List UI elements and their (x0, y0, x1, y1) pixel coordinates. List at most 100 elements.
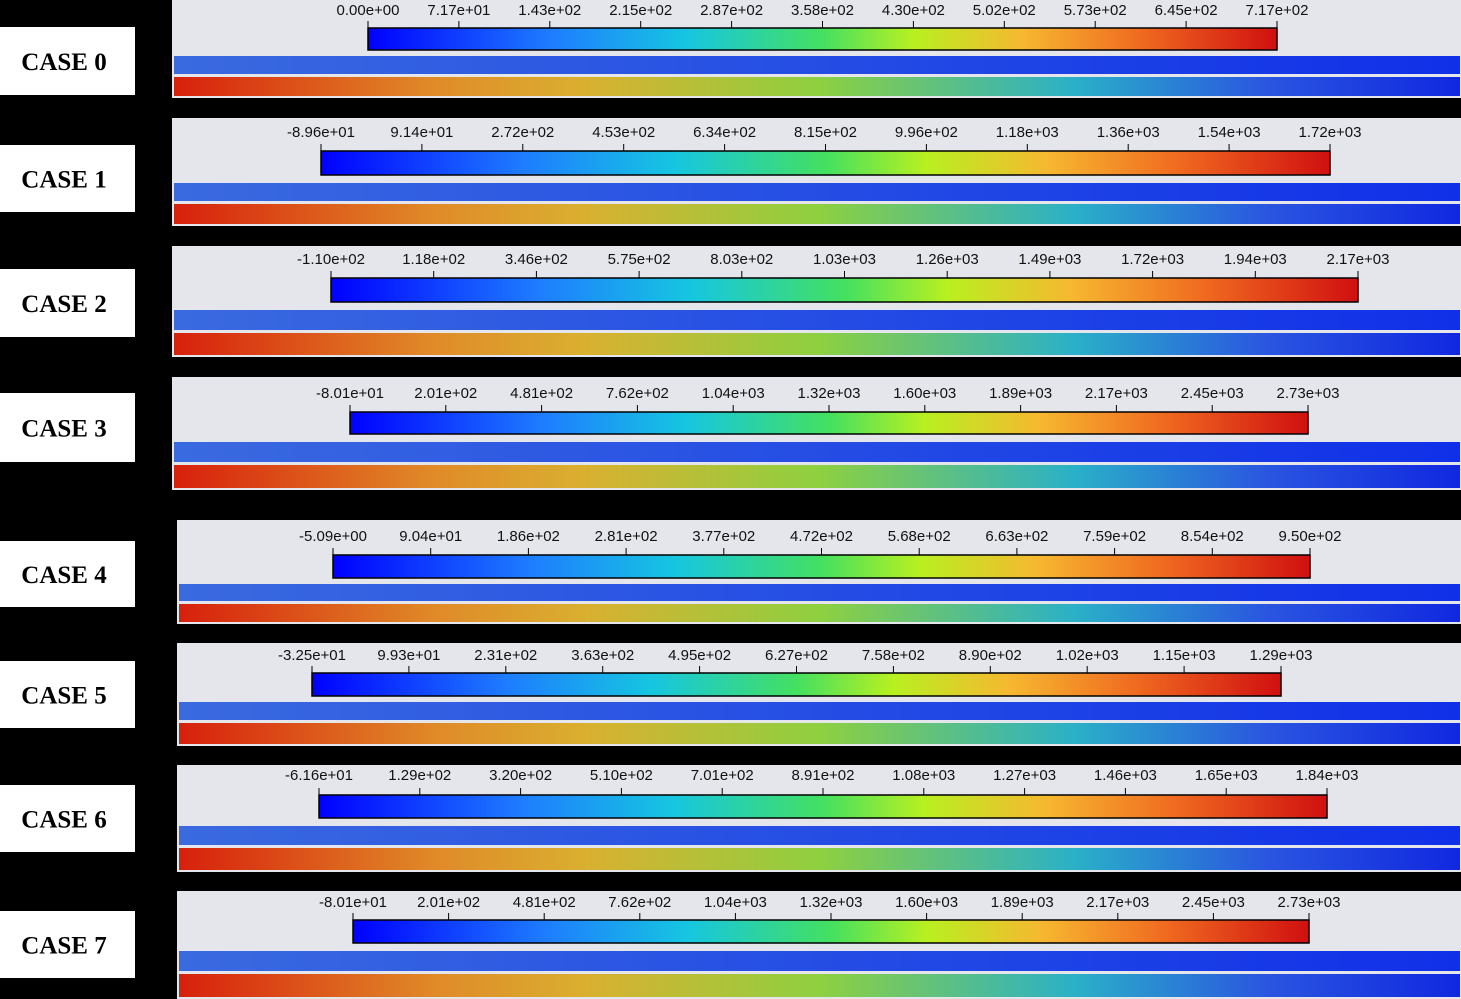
case-panel: CASE 5 -3.25e+01 9.93e+01 2.31e+02 3.63e+02 4… (0, 643, 1461, 746)
colorbar-tick-label: 1.49e+03 (1018, 251, 1081, 268)
colorbar-tick-label: 2.45e+03 (1181, 385, 1244, 402)
colorbar-tick-label: -1.10e+02 (297, 251, 365, 268)
colorbar-tick-label: -5.09e+00 (299, 528, 367, 545)
colorbar-tick-label: 0.00e+00 (337, 2, 400, 19)
colorbar-tick-label: 7.62e+02 (606, 385, 669, 402)
colorbar (320, 150, 1331, 176)
colorbar-tick-label: 1.18e+02 (402, 251, 465, 268)
lower-channel (179, 604, 1460, 622)
upper-channel (174, 183, 1460, 201)
upper-channel (174, 56, 1460, 74)
colorbar-tick-label: 1.60e+03 (895, 894, 958, 911)
colorbar-tick-label: 1.27e+03 (993, 767, 1056, 784)
colorbar-tick-label: 1.03e+03 (813, 251, 876, 268)
colorbar-tick-label: 1.29e+03 (1250, 647, 1313, 664)
colorbar-tick-label: 2.73e+03 (1278, 894, 1341, 911)
colorbar-tick-label: 8.54e+02 (1181, 528, 1244, 545)
case-panel: CASE 4 -5.09e+00 9.04e+01 1.86e+02 2.81e+02 3… (0, 520, 1461, 624)
lower-channel (179, 723, 1460, 744)
case-panel: CASE 1 -8.96e+01 9.14e+01 2.72e+02 4.53e+02 6… (0, 118, 1461, 226)
label-box (0, 269, 135, 337)
case-label: CASE 2 (21, 291, 106, 318)
lower-channel (174, 77, 1460, 96)
colorbar-tick-label: 4.53e+02 (592, 124, 655, 141)
case-panel: CASE 0 0.00e+00 7.17e+01 1.43e+02 2.15e+02 2.… (0, 0, 1461, 98)
colorbar-tick-label: 1.60e+03 (893, 385, 956, 402)
colorbar-tick-label: -8.96e+01 (287, 124, 355, 141)
case-panel: CASE 7 -8.01e+01 2.01e+02 4.81e+02 7.62e+02 1… (0, 891, 1461, 999)
colorbar-tick-label: 5.75e+02 (608, 251, 671, 268)
colorbar-tick-label: 9.04e+01 (399, 528, 462, 545)
colorbar (318, 794, 1328, 819)
upper-channel (174, 442, 1460, 462)
colorbar-tick-label: 5.73e+02 (1064, 2, 1127, 19)
lower-channel (174, 333, 1460, 355)
colorbar-tick-label: 4.72e+02 (790, 528, 853, 545)
colorbar-tick-label: 5.68e+02 (888, 528, 951, 545)
colorbar-tick-label: 5.02e+02 (973, 2, 1036, 19)
colorbar-tick-label: 1.89e+03 (991, 894, 1054, 911)
colorbar-tick-label: 8.91e+02 (792, 767, 855, 784)
colorbar-tick-label: 5.10e+02 (590, 767, 653, 784)
colorbar-tick-label: 1.02e+03 (1056, 647, 1119, 664)
colorbar (311, 672, 1282, 697)
upper-channel (174, 310, 1460, 330)
colorbar-tick-label: 6.27e+02 (765, 647, 828, 664)
colorbar-tick-label: 1.18e+03 (996, 124, 1059, 141)
colorbar-tick-label: 3.63e+02 (571, 647, 634, 664)
colorbar-tick-label: 1.94e+03 (1224, 251, 1287, 268)
colorbar-tick-label: 1.04e+03 (704, 894, 767, 911)
lower-channel (174, 465, 1460, 488)
colorbar-tick-label: 6.63e+02 (985, 528, 1048, 545)
case-label: CASE 7 (21, 933, 106, 960)
upper-channel (179, 702, 1460, 720)
colorbar-tick-label: 3.77e+02 (692, 528, 755, 545)
colorbar-tick-label: 1.89e+03 (989, 385, 1052, 402)
colorbar-tick-label: 2.72e+02 (491, 124, 554, 141)
colorbar-tick-label: 2.01e+02 (414, 385, 477, 402)
colorbar-tick-label: 1.32e+03 (800, 894, 863, 911)
colorbar-tick-label: -8.01e+01 (319, 894, 387, 911)
colorbar-tick-label: 1.26e+03 (916, 251, 979, 268)
colorbar-tick-label: 7.58e+02 (862, 647, 925, 664)
label-box (0, 393, 135, 462)
colorbar-tick-label: 7.62e+02 (608, 894, 671, 911)
colorbar-tick-label: 2.45e+03 (1182, 894, 1245, 911)
colorbar-tick-label: 9.50e+02 (1279, 528, 1342, 545)
colorbar-tick-label: 1.46e+03 (1094, 767, 1157, 784)
colorbar (367, 27, 1278, 51)
colorbar-tick-label: 1.86e+02 (497, 528, 560, 545)
colorbar (330, 277, 1359, 303)
colorbar (332, 554, 1311, 579)
colorbar-tick-label: 8.90e+02 (959, 647, 1022, 664)
colorbar-tick-label: 4.81e+02 (513, 894, 576, 911)
lower-channel (174, 204, 1460, 224)
colorbar-tick-label: 8.03e+02 (710, 251, 773, 268)
label-box (0, 145, 135, 212)
colorbar-tick-label: 6.34e+02 (693, 124, 756, 141)
colorbar-tick-label: 2.31e+02 (474, 647, 537, 664)
colorbar-tick-label: 2.81e+02 (595, 528, 658, 545)
colorbar-tick-label: 7.59e+02 (1083, 528, 1146, 545)
colorbar (349, 411, 1309, 435)
colorbar-tick-label: 4.95e+02 (668, 647, 731, 664)
colorbar-tick-label: 1.32e+03 (798, 385, 861, 402)
label-box (0, 27, 135, 95)
colorbar-tick-label: 2.17e+03 (1327, 251, 1390, 268)
colorbar-tick-label: 1.04e+03 (702, 385, 765, 402)
colorbar-tick-label: 4.81e+02 (510, 385, 573, 402)
case-panel: CASE 6 -6.16e+01 1.29e+02 3.20e+02 5.10e+02 7… (0, 765, 1461, 872)
label-box (0, 785, 135, 852)
lower-channel (179, 848, 1460, 870)
colorbar-tick-label: 2.73e+03 (1277, 385, 1340, 402)
colorbar-tick-label: 3.20e+02 (489, 767, 552, 784)
colorbar-tick-label: 7.17e+01 (427, 2, 490, 19)
colorbar-tick-label: 1.72e+03 (1121, 251, 1184, 268)
upper-channel (179, 584, 1460, 601)
colorbar-tick-label: 1.65e+03 (1195, 767, 1258, 784)
colorbar-tick-label: 2.17e+03 (1085, 385, 1148, 402)
colorbar-tick-label: 1.72e+03 (1299, 124, 1362, 141)
colorbar-tick-label: 3.58e+02 (791, 2, 854, 19)
colorbar-tick-label: 4.30e+02 (882, 2, 945, 19)
label-box (0, 661, 135, 728)
